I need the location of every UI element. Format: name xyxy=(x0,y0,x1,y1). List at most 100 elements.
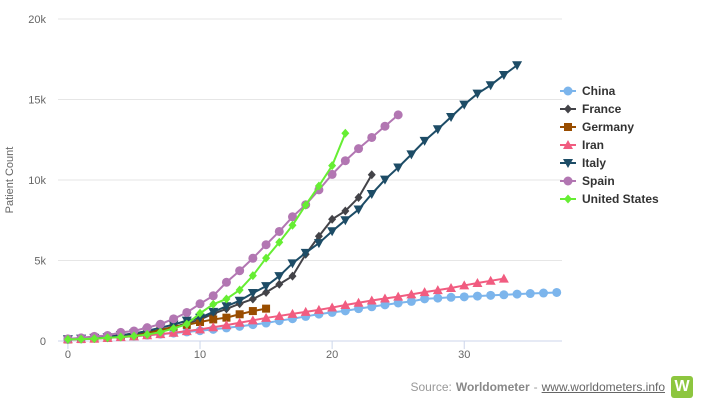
data-point-germany[interactable] xyxy=(235,310,244,319)
data-point-iran[interactable] xyxy=(379,293,390,303)
legend-item-germany[interactable]: Germany xyxy=(560,118,659,136)
data-point-iran[interactable] xyxy=(274,310,285,320)
data-point-united-states[interactable] xyxy=(129,331,138,341)
data-point-spain[interactable] xyxy=(235,266,245,276)
data-point-germany[interactable] xyxy=(209,315,218,324)
data-point-spain[interactable] xyxy=(129,326,139,336)
data-point-united-states[interactable] xyxy=(196,308,205,318)
data-point-spain[interactable] xyxy=(327,169,337,179)
source-link[interactable]: www.worldometers.info xyxy=(541,380,665,394)
data-point-china[interactable] xyxy=(539,288,549,298)
data-point-china[interactable] xyxy=(552,287,562,297)
data-point-france[interactable] xyxy=(288,271,297,281)
data-point-iran[interactable] xyxy=(327,302,338,312)
data-point-united-states[interactable] xyxy=(182,319,191,329)
data-point-italy[interactable] xyxy=(300,248,311,258)
data-point-iran[interactable] xyxy=(300,306,311,316)
data-point-italy[interactable] xyxy=(234,296,245,306)
data-point-united-states[interactable] xyxy=(116,332,125,342)
legend-item-china[interactable]: China xyxy=(560,82,659,100)
data-point-china[interactable] xyxy=(512,289,522,299)
data-point-spain[interactable] xyxy=(248,253,258,263)
data-point-italy[interactable] xyxy=(485,81,496,91)
data-point-iran[interactable] xyxy=(459,280,470,290)
data-point-united-states[interactable] xyxy=(209,299,218,309)
legend-item-france[interactable]: France xyxy=(560,100,659,118)
data-point-china[interactable] xyxy=(393,298,403,308)
data-point-spain[interactable] xyxy=(195,299,205,309)
data-point-germany[interactable] xyxy=(262,304,271,313)
data-point-china[interactable] xyxy=(380,300,390,310)
data-point-italy[interactable] xyxy=(512,61,523,71)
data-point-italy[interactable] xyxy=(446,112,457,122)
data-point-china[interactable] xyxy=(459,292,469,302)
data-point-iran[interactable] xyxy=(432,285,443,295)
data-point-united-states[interactable] xyxy=(169,323,178,333)
data-point-france[interactable] xyxy=(341,206,350,216)
data-point-italy[interactable] xyxy=(327,227,338,237)
data-point-spain[interactable] xyxy=(354,144,364,154)
data-point-iran[interactable] xyxy=(393,291,404,301)
data-point-spain[interactable] xyxy=(261,240,271,250)
data-point-united-states[interactable] xyxy=(77,334,86,344)
data-point-iran[interactable] xyxy=(221,320,232,330)
data-point-spain[interactable] xyxy=(274,226,284,236)
data-point-italy[interactable] xyxy=(498,70,509,80)
data-point-spain[interactable] xyxy=(155,319,165,329)
data-point-iran[interactable] xyxy=(340,300,351,310)
data-point-italy[interactable] xyxy=(340,216,351,226)
data-point-france[interactable] xyxy=(314,231,323,241)
data-point-spain[interactable] xyxy=(182,307,192,317)
data-point-china[interactable] xyxy=(367,302,377,312)
data-point-spain[interactable] xyxy=(340,156,350,166)
data-point-italy[interactable] xyxy=(247,289,258,299)
data-point-italy[interactable] xyxy=(274,272,285,282)
data-point-germany[interactable] xyxy=(248,307,257,316)
data-point-iran[interactable] xyxy=(406,289,417,299)
data-point-iran[interactable] xyxy=(313,304,324,314)
data-point-united-states[interactable] xyxy=(143,330,152,340)
data-point-france[interactable] xyxy=(248,294,257,304)
data-point-united-states[interactable] xyxy=(63,334,72,344)
data-point-iran[interactable] xyxy=(446,282,457,292)
data-point-iran[interactable] xyxy=(234,317,245,327)
data-point-china[interactable] xyxy=(499,290,509,300)
data-point-united-states[interactable] xyxy=(262,253,271,263)
data-point-china[interactable] xyxy=(446,292,456,302)
data-point-united-states[interactable] xyxy=(275,237,284,247)
data-point-united-states[interactable] xyxy=(341,128,350,138)
data-point-spain[interactable] xyxy=(393,110,403,120)
data-point-united-states[interactable] xyxy=(248,271,257,281)
data-point-iran[interactable] xyxy=(472,277,483,287)
data-point-spain[interactable] xyxy=(221,277,231,287)
data-point-china[interactable] xyxy=(525,289,535,299)
data-point-italy[interactable] xyxy=(221,302,232,312)
data-point-united-states[interactable] xyxy=(328,161,337,171)
data-point-china[interactable] xyxy=(420,294,430,304)
data-point-united-states[interactable] xyxy=(103,333,112,343)
data-point-iran[interactable] xyxy=(195,324,206,334)
data-point-iran[interactable] xyxy=(498,273,509,283)
data-point-spain[interactable] xyxy=(287,212,297,222)
data-point-united-states[interactable] xyxy=(314,181,323,191)
data-point-spain[interactable] xyxy=(116,327,126,337)
data-point-united-states[interactable] xyxy=(156,327,165,337)
data-point-iran[interactable] xyxy=(287,308,298,318)
data-point-united-states[interactable] xyxy=(288,220,297,230)
legend-item-iran[interactable]: Iran xyxy=(560,136,659,154)
data-point-france[interactable] xyxy=(262,287,271,297)
data-point-china[interactable] xyxy=(406,296,416,306)
data-point-france[interactable] xyxy=(275,279,284,289)
data-point-iran[interactable] xyxy=(419,287,430,297)
legend-item-italy[interactable]: Italy xyxy=(560,154,659,172)
data-point-italy[interactable] xyxy=(353,205,364,215)
data-point-iran[interactable] xyxy=(247,315,258,325)
data-point-spain[interactable] xyxy=(169,314,179,324)
data-point-germany[interactable] xyxy=(222,313,231,322)
data-point-france[interactable] xyxy=(367,170,376,180)
data-point-italy[interactable] xyxy=(261,282,272,292)
data-point-iran[interactable] xyxy=(261,312,272,322)
legend-item-spain[interactable]: Spain xyxy=(560,172,659,190)
data-point-italy[interactable] xyxy=(432,125,443,135)
legend-item-united-states[interactable]: United States xyxy=(560,190,659,208)
